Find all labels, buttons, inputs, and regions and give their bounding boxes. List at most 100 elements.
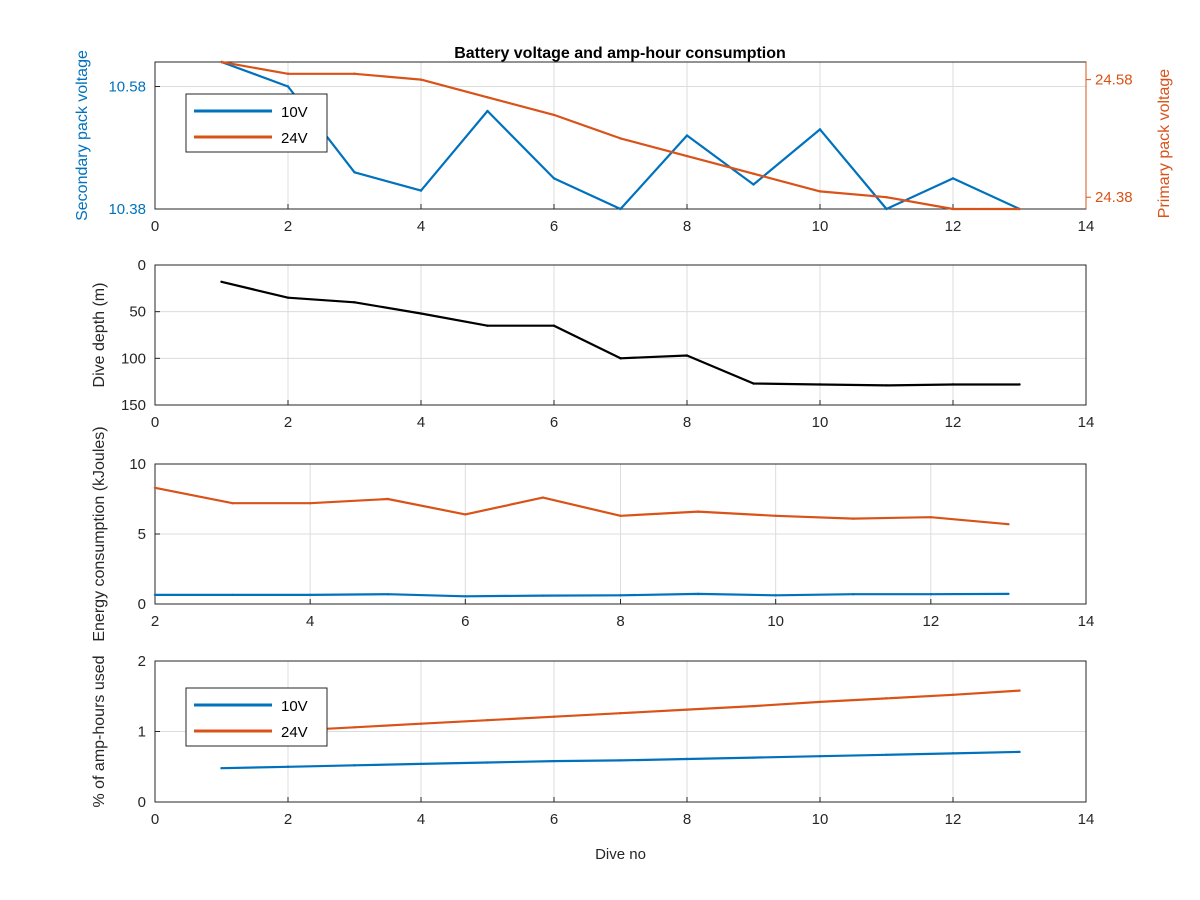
data-point-10v <box>353 171 356 174</box>
x-tick-label: 2 <box>151 613 159 630</box>
x-tick-label: 0 <box>151 811 159 828</box>
data-point-10v <box>696 592 700 596</box>
data-point-10v <box>286 85 290 88</box>
legend-box <box>185 93 328 153</box>
legend-label-24v: 24V <box>281 724 308 741</box>
data-point-depth <box>818 383 822 386</box>
y-tick-label: 0 <box>138 596 146 613</box>
data-point-24v <box>852 517 855 520</box>
y-right-axis-label: Primary pack voltage <box>1156 69 1173 218</box>
data-point-depth <box>951 383 955 386</box>
y-tick-label: 10.38 <box>108 201 146 218</box>
data-point-10v <box>220 766 223 770</box>
x-tick-label: 0 <box>151 414 159 431</box>
data-point-24v <box>308 502 312 505</box>
data-point-depth <box>685 354 689 357</box>
y-tick-label: 150 <box>121 397 146 414</box>
data-point-24v <box>685 154 689 158</box>
chart-panel-2: 0 2 4 6 8 10 12 14 0 50 100 150 Dive depth (m) <box>91 257 1094 431</box>
y-tick-label: 0 <box>138 794 146 811</box>
data-point-depth <box>752 382 755 385</box>
data-point-depth <box>220 280 223 283</box>
data-point-10v <box>752 756 755 759</box>
x-tick-label: 10 <box>812 414 829 431</box>
data-point-24v <box>353 72 356 75</box>
x-tick-label: 10 <box>767 613 784 630</box>
data-point-depth <box>619 357 622 360</box>
x-tick-label: 8 <box>683 218 691 235</box>
data-point-24v <box>951 207 955 211</box>
series-line-24v <box>154 486 1009 526</box>
data-point-10v <box>308 593 312 597</box>
data-point-10v <box>774 594 777 597</box>
data-point-10v <box>818 754 822 758</box>
y-tick-label: 5 <box>138 526 146 543</box>
y-tick-label: 100 <box>121 350 146 367</box>
x-tick-label: 6 <box>550 218 558 235</box>
data-point-24v <box>619 711 622 715</box>
y-tick-label: 1 <box>138 724 146 741</box>
data-point-24v <box>619 137 622 140</box>
x-tick-label: 0 <box>151 218 159 235</box>
plot-area-frame <box>154 264 1087 406</box>
x-tick-label: 6 <box>550 811 558 828</box>
data-point-24v <box>541 496 545 499</box>
data-point-10v <box>619 207 622 211</box>
data-point-24v <box>220 60 223 64</box>
data-point-10v <box>353 764 356 767</box>
data-point-24v <box>1018 689 1021 692</box>
data-point-10v <box>752 183 755 186</box>
data-point-depth <box>353 301 356 304</box>
x-tick-label: 6 <box>550 414 558 431</box>
data-point-10v <box>619 594 622 597</box>
legend: 10V 24V <box>185 687 328 747</box>
x-tick-label: 12 <box>945 218 962 235</box>
y-axis-label: Energy consumption (kJoules) <box>91 426 108 641</box>
x-tick-label: 4 <box>417 414 425 431</box>
data-point-24v <box>774 514 777 517</box>
data-point-24v <box>386 497 389 501</box>
data-point-10v <box>486 761 489 764</box>
data-point-24v <box>752 172 755 175</box>
x-axis-label: Dive no <box>595 846 646 863</box>
data-point-24v <box>419 78 423 81</box>
data-point-24v <box>464 513 467 516</box>
y-tick-label: 10 <box>129 456 146 473</box>
y-tick-label: 2 <box>138 653 146 670</box>
figure-title: Battery voltage and amp-hour consumption <box>454 45 786 62</box>
x-tick-label: 2 <box>284 811 292 828</box>
x-tick-label: 10 <box>812 218 829 235</box>
data-point-24v <box>752 704 755 708</box>
data-point-24v <box>153 486 157 489</box>
data-point-10v <box>231 593 234 597</box>
data-point-10v <box>552 177 556 180</box>
data-point-24v <box>885 196 888 199</box>
y-right-tick-label: 24.38 <box>1095 189 1133 206</box>
x-tick-label: 12 <box>922 613 939 630</box>
y-tick-label: 0 <box>138 257 146 274</box>
legend: 10V 24V <box>185 93 328 153</box>
data-point-10v <box>541 594 545 597</box>
y-tick-label: 10.58 <box>108 79 146 96</box>
data-point-depth <box>286 296 290 299</box>
legend-label-10v: 10V <box>281 698 308 715</box>
data-point-10v <box>619 759 622 762</box>
data-point-10v <box>1007 592 1010 596</box>
x-tick-label: 12 <box>945 414 962 431</box>
data-point-24v <box>818 190 822 193</box>
y-axis-label: Dive depth (m) <box>91 283 108 388</box>
legend-box <box>185 687 328 747</box>
data-point-24v <box>419 722 423 725</box>
x-tick-label: 12 <box>945 811 962 828</box>
data-point-10v <box>685 757 689 761</box>
data-point-10v <box>286 765 290 768</box>
data-point-10v <box>419 189 423 192</box>
data-point-24v <box>685 708 689 711</box>
y-axis-label: % of amp-hours used <box>91 655 108 807</box>
legend-label-10v: 10V <box>281 104 308 121</box>
chart-panel-1: 0 2 4 6 8 10 12 14 10.38 10.58 24.38 24.58 Primary p… <box>74 50 1173 235</box>
data-point-24v <box>929 516 933 519</box>
